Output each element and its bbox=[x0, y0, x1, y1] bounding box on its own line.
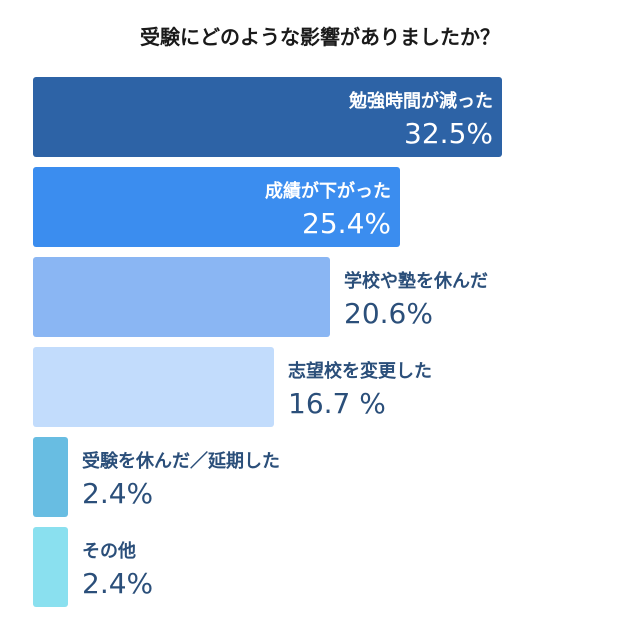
bar bbox=[33, 527, 68, 607]
category-label: 成績が下がった bbox=[265, 180, 391, 202]
value-label: 2.4% bbox=[82, 477, 153, 510]
bar bbox=[33, 347, 274, 427]
bar bbox=[33, 77, 502, 157]
bar bbox=[33, 257, 330, 337]
value-label: 25.4% bbox=[302, 207, 391, 240]
value-label: 2.4% bbox=[82, 567, 153, 600]
value-label: 32.5% bbox=[404, 117, 493, 150]
bar bbox=[33, 167, 400, 247]
chart-title: 受験にどのような影響がありましたか？ bbox=[140, 25, 500, 49]
category-label: 学校や塾を休んだ bbox=[344, 270, 488, 292]
category-label: 勉強時間が減った bbox=[348, 90, 493, 112]
category-label: 受験を休んだ／延期した bbox=[82, 450, 280, 472]
value-label: 20.6% bbox=[344, 297, 433, 330]
bar bbox=[33, 437, 68, 517]
bars-group: 勉強時間が減った 32.5% 成績が下がった 25.4% 学校や塾を休んだ 20.6% 志望… bbox=[33, 77, 502, 607]
category-label: その他 bbox=[82, 540, 136, 562]
category-label: 志望校を変更した bbox=[288, 360, 432, 382]
value-label: 16.7 % bbox=[288, 387, 386, 420]
